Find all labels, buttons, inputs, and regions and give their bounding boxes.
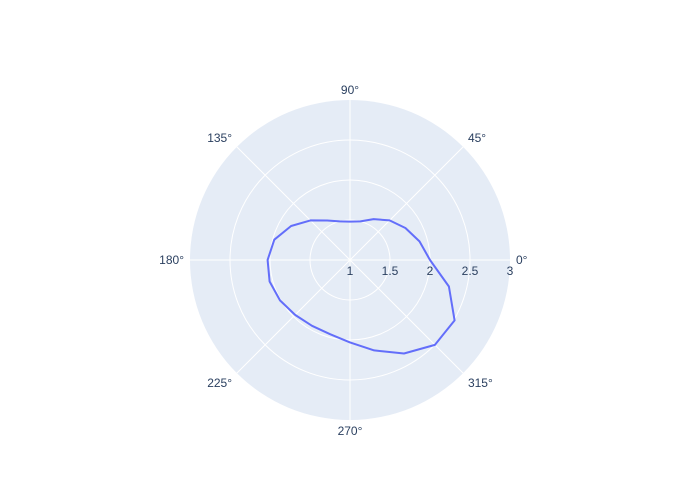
angular-tick-label: 315° — [468, 376, 493, 390]
angular-tick-label: 135° — [207, 131, 232, 145]
angular-tick-label: 45° — [468, 131, 486, 145]
angular-tick-label: 225° — [207, 376, 232, 390]
radial-tick-label: 1.5 — [382, 264, 399, 278]
polar-grid — [190, 100, 510, 420]
angular-gridline — [236, 146, 351, 261]
angular-tick-label: 90° — [341, 83, 359, 97]
radial-tick-label: 3 — [507, 264, 514, 278]
angular-axis: 0° 45° 90° 135° 180° 225° 270° 315° — [159, 83, 528, 438]
radial-tick-label: 2.5 — [462, 264, 479, 278]
angular-gridline — [349, 146, 464, 261]
radial-axis: 1 1.5 2 2.5 3 — [347, 264, 514, 278]
radial-tick-label: 1 — [347, 264, 354, 278]
angular-tick-label: 270° — [338, 424, 363, 438]
angular-gridline — [236, 259, 351, 374]
plot-area — [266, 218, 456, 355]
angular-tick-label: 0° — [516, 253, 528, 267]
series-line — [266, 218, 456, 355]
angular-tick-label: 180° — [159, 253, 184, 267]
angular-gridline — [349, 259, 464, 374]
radial-tick-label: 2 — [427, 264, 434, 278]
